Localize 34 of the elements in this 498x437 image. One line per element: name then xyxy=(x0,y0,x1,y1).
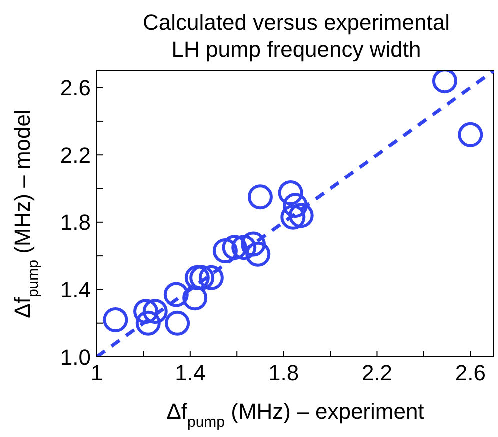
x-tick-label: 1.8 xyxy=(268,360,300,386)
point xyxy=(103,307,128,332)
point xyxy=(165,310,190,336)
point xyxy=(182,286,208,311)
point xyxy=(288,203,314,228)
point xyxy=(222,235,248,260)
point xyxy=(280,204,306,230)
x-axis-title: Δf$_{pump}$ (MHz) – experiment xyxy=(166,399,424,431)
point xyxy=(232,235,257,260)
point xyxy=(184,265,210,290)
point xyxy=(164,282,189,308)
point xyxy=(190,265,215,290)
y-tick-label: 2.2 xyxy=(60,142,91,168)
point xyxy=(458,122,484,148)
y-tick-label: 1.4 xyxy=(60,278,91,303)
y-tick-label: 2.6 xyxy=(60,76,91,101)
point xyxy=(278,180,304,206)
y-tick-label: 1.0 xyxy=(60,344,91,370)
x-tick-label: 1 xyxy=(90,360,104,386)
point xyxy=(198,265,224,290)
point xyxy=(240,232,266,257)
point xyxy=(246,242,271,267)
point xyxy=(248,184,273,210)
point xyxy=(432,71,458,94)
x-tick-label: 1.4 xyxy=(175,360,206,386)
x-tick-label: 2.2 xyxy=(362,360,393,386)
point xyxy=(283,193,308,218)
point xyxy=(142,299,168,324)
point xyxy=(212,238,238,264)
point xyxy=(134,299,159,324)
x-tick-label: 2.6 xyxy=(455,360,486,386)
y-tick-label: 1.8 xyxy=(60,210,91,236)
chart-title: Calculated versus experimental LH pump frequency width xyxy=(143,10,450,62)
point xyxy=(136,310,161,336)
